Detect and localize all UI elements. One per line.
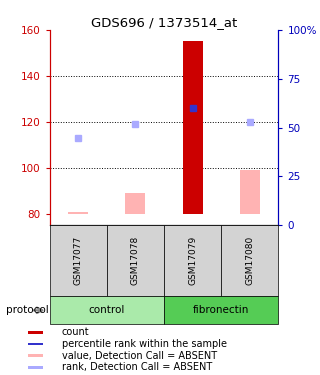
Text: value, Detection Call = ABSENT: value, Detection Call = ABSENT [61,351,217,360]
Title: GDS696 / 1373514_at: GDS696 / 1373514_at [91,16,237,29]
Text: GSM17078: GSM17078 [131,236,140,285]
Text: GSM17077: GSM17077 [74,236,83,285]
Bar [68,212,88,213]
Bar [107,225,164,296]
Text: control: control [89,305,125,315]
Bar [125,193,145,213]
Bar [164,225,221,296]
Text: GSM17080: GSM17080 [245,236,254,285]
Bar [240,170,260,213]
Text: protocol: protocol [6,305,49,315]
Bar [28,354,43,357]
Bar [183,42,203,213]
Bar [28,331,43,334]
Bar [50,225,107,296]
Bar [221,225,278,296]
Bar [28,343,43,345]
Bar [50,296,164,324]
Bar [164,296,278,324]
Text: rank, Detection Call = ABSENT: rank, Detection Call = ABSENT [61,362,212,372]
Text: GSM17079: GSM17079 [188,236,197,285]
Text: count: count [61,327,89,337]
Text: percentile rank within the sample: percentile rank within the sample [61,339,227,349]
Bar [28,366,43,369]
Text: fibronectin: fibronectin [193,305,249,315]
